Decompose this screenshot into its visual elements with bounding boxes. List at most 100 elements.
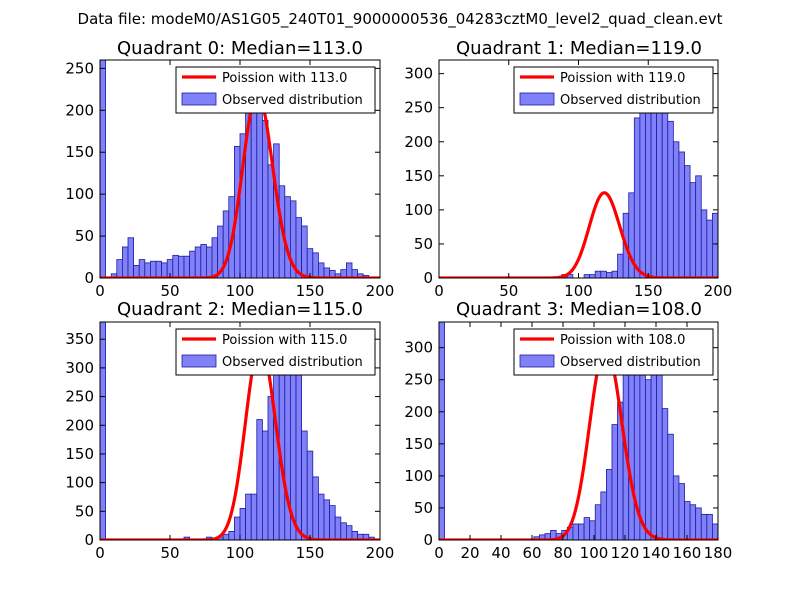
y-tick-label: 200: [404, 133, 433, 151]
histogram-bar: [250, 493, 258, 540]
histogram-bar: [656, 97, 663, 278]
x-tick-label: 150: [296, 544, 325, 562]
subplot-quadrant-2: Quadrant 2: Median=115.0 0 50 100 150 200 0 50…: [65, 299, 394, 562]
x-tick-label: 150: [634, 282, 663, 300]
legend-label-poisson: Poission with 108.0: [560, 333, 685, 348]
histogram-bar: [763, 275, 769, 278]
y-tick-label: 250: [65, 388, 94, 406]
histogram-bar: [250, 93, 258, 278]
subplot-title: Quadrant 1: Median=119.0: [456, 38, 702, 59]
subplot-title: Quadrant 3: Median=108.0: [456, 299, 702, 320]
histogram-bar: [600, 491, 607, 540]
legend-swatch-observed: [519, 354, 555, 368]
histogram-bar: [611, 270, 618, 278]
y-tick-label: 100: [404, 201, 433, 219]
x-tick-label: 40: [491, 544, 510, 562]
histogram-bar: [661, 408, 669, 540]
x-tick-label: 0: [95, 282, 105, 300]
histogram-bar: [617, 253, 624, 278]
histogram-bar: [100, 322, 106, 540]
histogram-bar: [633, 117, 641, 278]
y-tick-label: 150: [404, 435, 433, 453]
poisson-curve: [100, 91, 380, 278]
y-tick-label: 300: [404, 339, 433, 357]
histogram-bar: [606, 272, 613, 278]
legend-label-observed: Observed distribution: [560, 93, 701, 108]
histogram-bar: [334, 516, 342, 540]
histogram-bar: [312, 252, 319, 278]
x-tick-label: 80: [553, 544, 572, 562]
y-tick-label: 200: [65, 101, 94, 119]
histogram-bar: [127, 237, 134, 278]
legend-label-poisson: Poission with 113.0: [222, 71, 347, 86]
histogram-bar: [751, 268, 757, 278]
histogram-bar: [256, 419, 263, 540]
y-tick-label: 0: [423, 531, 433, 549]
histogram-bar: [312, 476, 319, 540]
y-tick-label: 0: [84, 269, 94, 287]
axes-frame: [438, 321, 719, 541]
histogram-bar: [706, 513, 713, 540]
histogram-bar: [689, 182, 697, 278]
histogram-bar: [261, 119, 269, 278]
histogram-bar: [667, 433, 674, 540]
legend: Poission with 113.0 Observed distribution: [175, 66, 376, 114]
histogram-bar: [100, 60, 106, 278]
histogram-bar: [116, 259, 123, 278]
histogram-bar: [583, 274, 591, 278]
histogram-bar: [317, 262, 325, 278]
x-tick-label: 200: [366, 282, 395, 300]
histogram-bar: [228, 530, 235, 540]
histogram-bar: [572, 523, 579, 540]
histogram-bar: [735, 268, 741, 278]
histogram-bar: [684, 165, 691, 278]
histogram-bar: [578, 523, 585, 540]
histogram-bar: [149, 260, 157, 278]
x-tick-label: 180: [704, 544, 733, 562]
histogram-bar: [189, 250, 196, 278]
histogram-bar: [138, 259, 146, 278]
histogram-bar: [317, 493, 325, 540]
histogram-bar: [746, 264, 752, 278]
histogram-bar: [706, 219, 713, 278]
figure-suptitle: Data file: modeM0/AS1G05_240T01_90000005…: [78, 10, 723, 29]
histogram-bar: [729, 237, 735, 278]
x-tick-label: 100: [226, 282, 255, 300]
histogram-bar: [172, 254, 179, 278]
histogram-bar: [306, 450, 314, 540]
legend: Poission with 115.0 Observed distribution: [175, 328, 376, 376]
x-tick-label: 100: [226, 544, 255, 562]
x-tick-label: 100: [564, 282, 593, 300]
y-tick-label: 50: [414, 499, 433, 517]
histogram-bar: [295, 367, 302, 540]
histogram-bar: [650, 86, 658, 278]
histogram-bar: [194, 246, 202, 278]
histogram-bar: [684, 501, 691, 540]
histogram-bar: [589, 274, 596, 278]
histogram-bar: [183, 255, 190, 278]
x-tick-label: 50: [160, 282, 179, 300]
x-tick-label: 60: [522, 544, 541, 562]
histogram-bar: [594, 270, 602, 278]
histogram-bar: [700, 513, 708, 540]
histogram-bar: [301, 225, 308, 278]
histogram-bar: [717, 223, 718, 278]
legend-label-poisson: Poission with 115.0: [222, 333, 347, 348]
legend: Poission with 108.0 Observed distribution: [513, 328, 714, 376]
histogram-bar: [689, 504, 697, 540]
y-tick-label: 250: [404, 371, 433, 389]
y-tick-label: 250: [65, 59, 94, 77]
histogram-bar: [695, 507, 702, 540]
histogram-bar: [329, 505, 336, 540]
histogram-bar: [133, 265, 140, 278]
histogram-bar: [144, 262, 151, 278]
histogram-bar: [594, 504, 602, 540]
x-tick-label: 0: [434, 282, 444, 300]
y-tick-label: 200: [65, 416, 94, 434]
x-tick-label: 160: [673, 544, 702, 562]
histogram-bar: [200, 244, 207, 278]
histogram-bar: [700, 209, 708, 278]
histogram-bar: [161, 262, 168, 278]
histogram-bar: [768, 275, 774, 278]
y-tick-label: 100: [65, 474, 94, 492]
